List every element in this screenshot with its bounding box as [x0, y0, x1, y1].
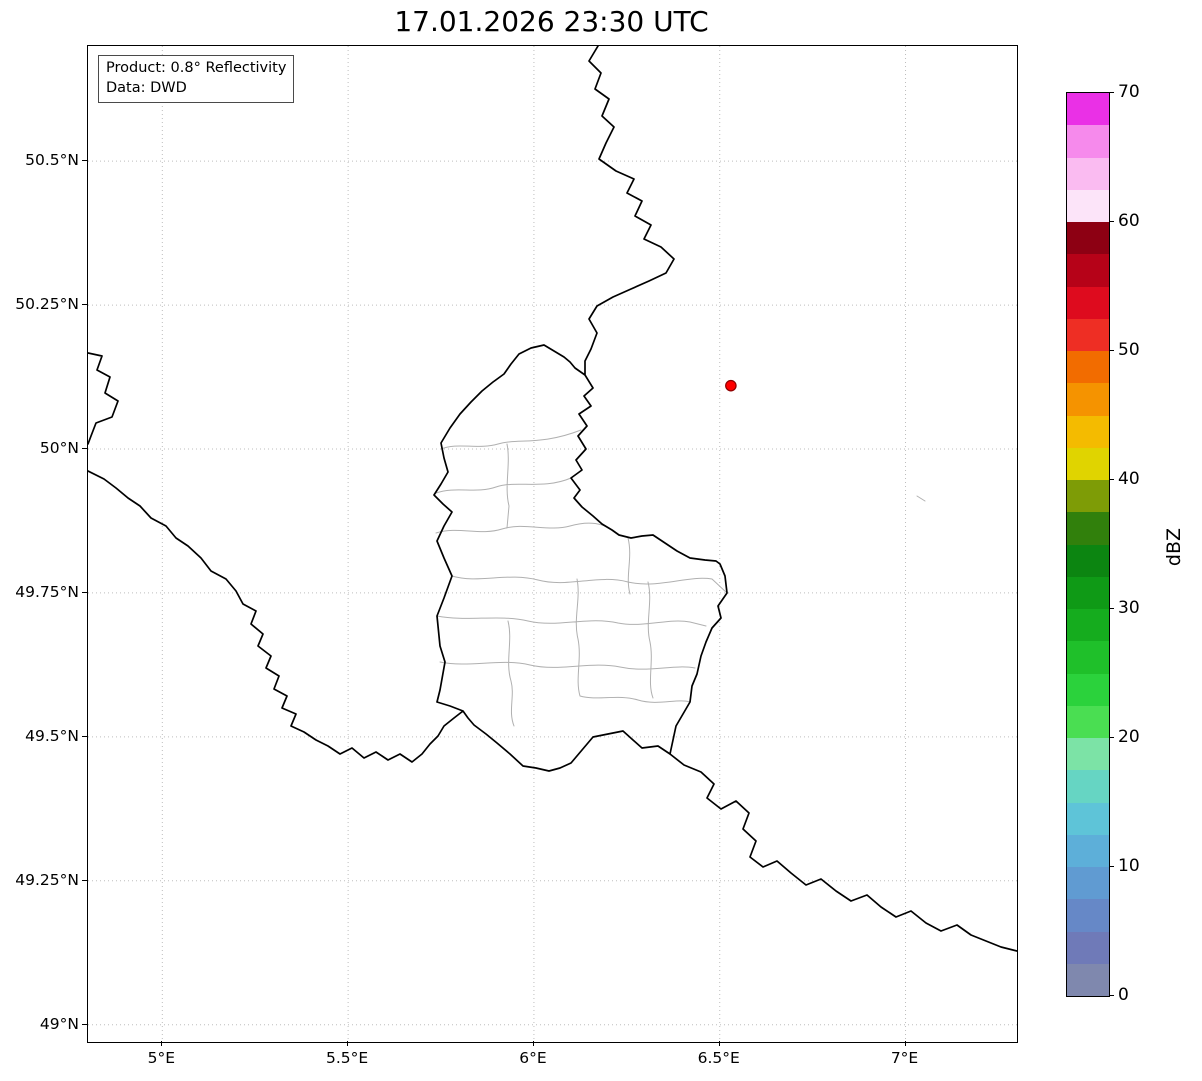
colorbar-tick-mark — [1109, 607, 1114, 609]
colorbar-band — [1067, 93, 1109, 126]
page-title: 17.01.2026 23:30 UTC — [394, 5, 709, 38]
y-tick-label: 50.5°N — [25, 151, 79, 170]
x-tick-mark — [718, 1041, 720, 1046]
colorbar-tick-mark — [1109, 865, 1114, 867]
colorbar-tick-mark — [1109, 994, 1114, 996]
colorbar-band — [1067, 705, 1109, 738]
colorbar-band — [1067, 963, 1109, 996]
colorbar-tick-label: 10 — [1118, 856, 1140, 876]
colorbar-band — [1067, 931, 1109, 964]
map-canvas — [88, 46, 1017, 1042]
colorbar-band — [1067, 899, 1109, 932]
colorbar-tick-mark — [1109, 478, 1114, 480]
x-tick-mark — [161, 1041, 163, 1046]
y-tick-label: 50.25°N — [15, 295, 79, 314]
colorbar-tick-label: 60 — [1118, 211, 1140, 231]
colorbar-band — [1067, 351, 1109, 384]
y-tick-label: 49°N — [39, 1014, 79, 1033]
colorbar-band — [1067, 318, 1109, 351]
y-tick-label: 49.5°N — [25, 726, 79, 745]
colorbar-axis-label: dBZ — [1163, 527, 1185, 567]
x-tick-label: 6°E — [519, 1049, 547, 1067]
y-tick-mark — [82, 735, 87, 737]
colorbar-bands — [1067, 93, 1109, 996]
map-plot: Product: 0.8° Reflectivity Data: DWD — [87, 45, 1018, 1043]
grid-layer — [88, 46, 1017, 1042]
colorbar-band — [1067, 609, 1109, 642]
colorbar-tick-mark — [1109, 349, 1114, 351]
product-info-box: Product: 0.8° Reflectivity Data: DWD — [98, 55, 295, 104]
product-info-line: Product: 0.8° Reflectivity — [106, 60, 287, 76]
data-source-line: Data: DWD — [106, 79, 187, 96]
colorbar-band — [1067, 447, 1109, 480]
colorbar-band — [1067, 125, 1109, 158]
colorbar-band — [1067, 544, 1109, 577]
colorbar-band — [1067, 802, 1109, 835]
y-tick-mark — [82, 160, 87, 162]
colorbar-band — [1067, 254, 1109, 287]
x-tick-label: 6.5°E — [697, 1049, 740, 1067]
colorbar-tick-mark — [1109, 220, 1114, 222]
colorbar-band — [1067, 673, 1109, 706]
y-tick-mark — [82, 591, 87, 593]
x-tick-mark — [347, 1041, 349, 1046]
y-tick-label: 49.75°N — [15, 582, 79, 601]
colorbar-band — [1067, 641, 1109, 674]
luxembourg-district-borders — [435, 429, 926, 727]
country-borders — [88, 46, 1017, 952]
y-tick-mark — [82, 448, 87, 449]
x-tick-label: 7°E — [890, 1049, 919, 1067]
colorbar-tick-label: 0 — [1118, 985, 1129, 1005]
colorbar-band — [1067, 576, 1109, 609]
x-tick-label: 5.5°E — [326, 1049, 369, 1067]
colorbar-band — [1067, 480, 1109, 513]
colorbar-tick-label: 30 — [1118, 598, 1140, 618]
colorbar-band — [1067, 286, 1109, 319]
colorbar-band — [1067, 512, 1109, 545]
y-tick-label: 49.25°N — [15, 870, 79, 889]
colorbar-band — [1067, 383, 1109, 416]
x-tick-mark — [532, 1041, 534, 1046]
x-tick-mark — [904, 1041, 906, 1046]
colorbar-tick-label: 20 — [1118, 727, 1140, 747]
colorbar-band — [1067, 189, 1109, 222]
colorbar-tick-label: 40 — [1118, 469, 1140, 489]
y-tick-mark — [82, 879, 87, 881]
colorbar-band — [1067, 222, 1109, 255]
colorbar-tick-label: 50 — [1118, 340, 1140, 360]
colorbar-band — [1067, 738, 1109, 771]
y-tick-mark — [82, 304, 87, 306]
colorbar-band — [1067, 867, 1109, 900]
y-tick-label: 50°N — [39, 439, 79, 457]
colorbar-band — [1067, 770, 1109, 803]
colorbar-band — [1067, 157, 1109, 190]
colorbar-tick-mark — [1109, 736, 1114, 738]
colorbar-band — [1067, 834, 1109, 867]
colorbar-band — [1067, 415, 1109, 448]
y-tick-mark — [82, 1023, 87, 1025]
colorbar — [1066, 92, 1110, 997]
colorbar-tick-mark — [1109, 91, 1114, 93]
colorbar-tick-label: 70 — [1118, 82, 1140, 102]
x-tick-label: 5°E — [147, 1049, 176, 1067]
radar-site-marker — [725, 379, 737, 392]
